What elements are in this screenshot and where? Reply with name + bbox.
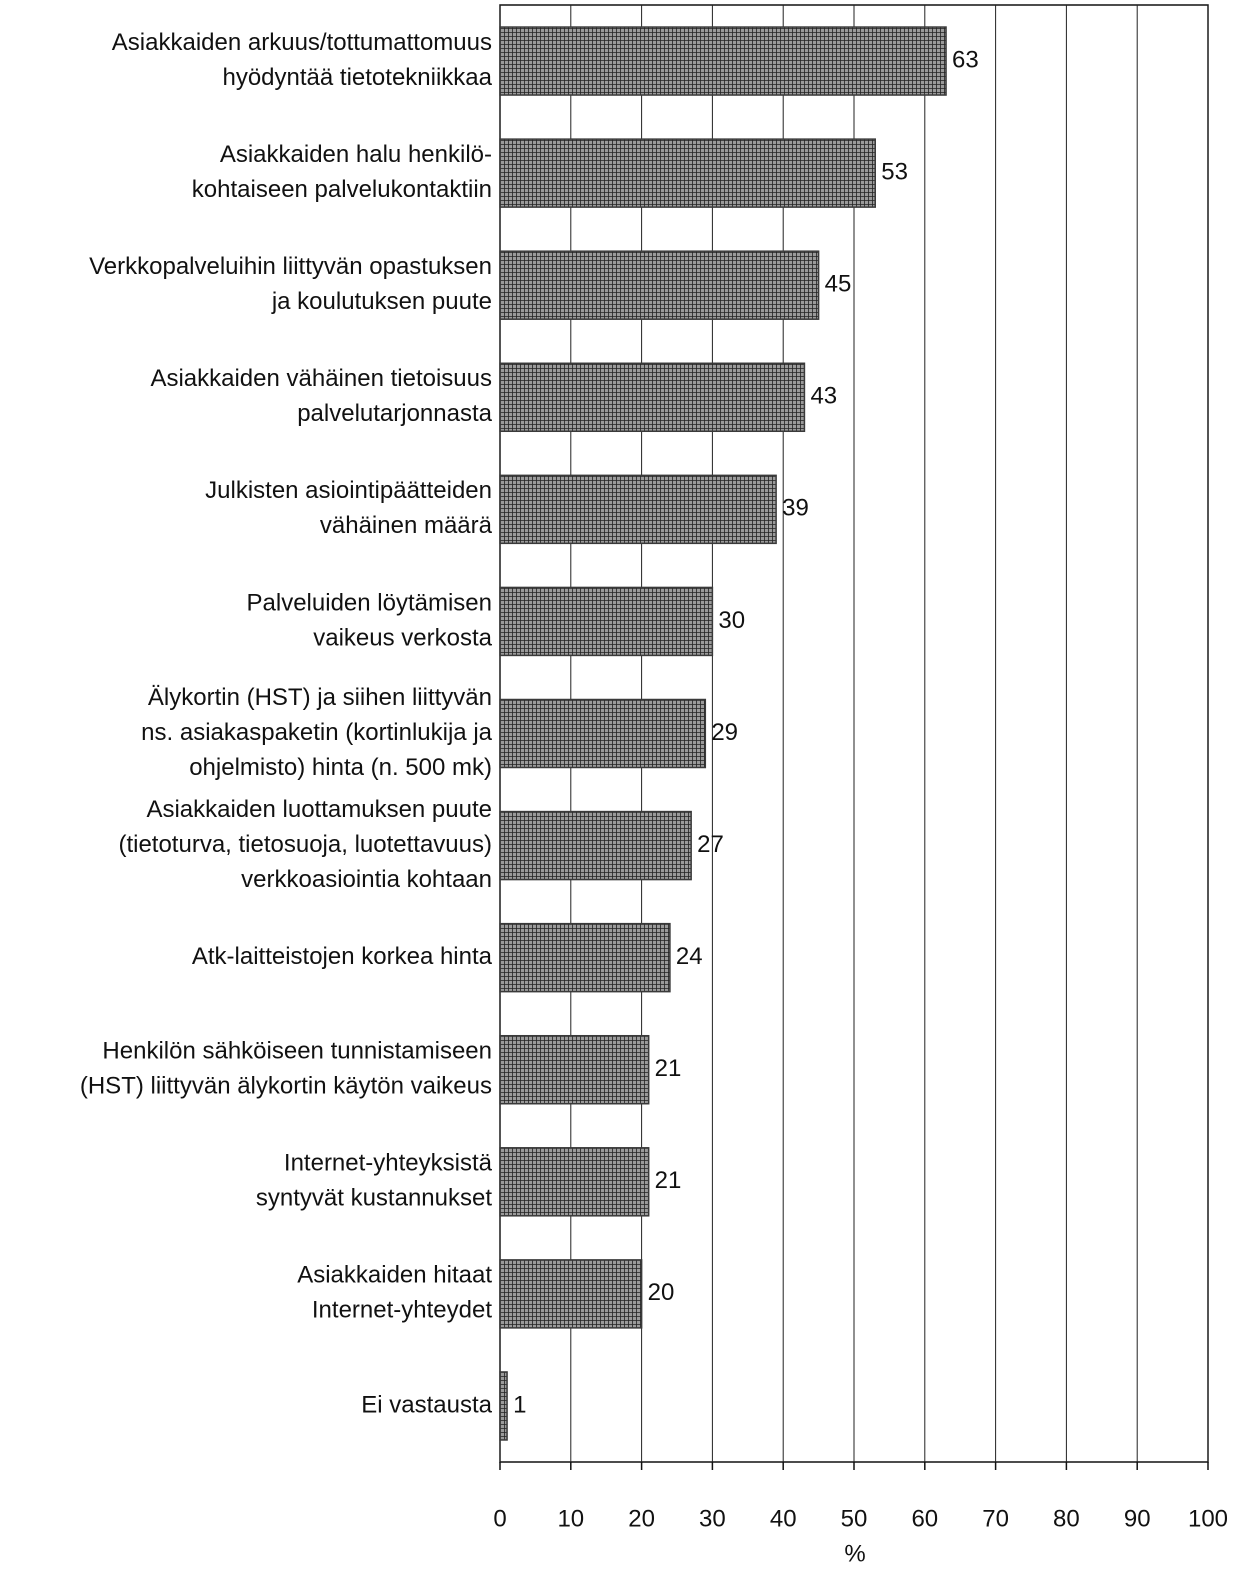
value-label: 63: [952, 46, 979, 73]
y-tick-label: Internet-yhteyksistä: [284, 1150, 493, 1177]
value-label: 21: [655, 1055, 682, 1082]
y-tick-label: Palveluiden löytämisen: [247, 589, 492, 616]
y-tick-label: Asiakkaiden arkuus/tottumattomuus: [112, 29, 492, 56]
y-tick-label: palvelutarjonnasta: [297, 400, 492, 427]
y-tick-label: Asiakkaiden hitaat: [297, 1262, 492, 1289]
bar: [499, 362, 806, 433]
x-tick-label: 20: [628, 1505, 655, 1532]
y-tick-label: Internet-yhteydet: [312, 1297, 492, 1324]
bar: [499, 26, 947, 96]
y-tick-label: Asiakkaiden halu henkilö-: [220, 141, 492, 168]
y-tick-label: Atk-laitteistojen korkea hinta: [192, 943, 493, 970]
value-label: 45: [825, 271, 852, 298]
bar: [499, 250, 820, 320]
value-label: 30: [718, 607, 745, 634]
x-tick-label: 50: [841, 1505, 868, 1532]
x-axis-label: %: [844, 1540, 865, 1567]
value-label: 21: [655, 1167, 682, 1194]
x-tick-label: 70: [982, 1505, 1009, 1532]
value-label: 1: [513, 1391, 526, 1418]
y-tick-label: (HST) liittyvän älykortin käytön vaikeus: [80, 1073, 492, 1100]
y-tick-label: Asiakkaiden vähäinen tietoisuus: [150, 365, 492, 392]
y-tick-label: Asiakkaiden luottamuksen puute: [146, 796, 492, 823]
y-tick-label: (tietoturva, tietosuoja, luotettavuus): [118, 831, 492, 858]
y-tick-label: Verkkopalveluihin liittyvän opastuksen: [89, 253, 492, 280]
bar: [499, 1034, 650, 1105]
bar: [499, 138, 876, 208]
bar: [499, 1259, 643, 1329]
x-tick-label: 0: [493, 1505, 506, 1532]
value-label: 20: [648, 1279, 675, 1306]
value-label: 27: [697, 831, 724, 858]
y-tick-label: ja koulutuksen puute: [271, 288, 492, 315]
y-tick-label: kohtaiseen palvelukontaktiin: [192, 176, 492, 203]
bar: [499, 1371, 508, 1441]
x-tick-label: 60: [911, 1505, 938, 1532]
y-tick-label: Henkilön sähköiseen tunnistamiseen: [102, 1038, 492, 1065]
x-tick-label: 40: [770, 1505, 797, 1532]
bar: [499, 922, 671, 993]
y-tick-label: syntyvät kustannukset: [256, 1185, 492, 1212]
bar: [499, 698, 707, 769]
x-tick-label: 90: [1124, 1505, 1151, 1532]
x-tick-label: 80: [1053, 1505, 1080, 1532]
y-tick-label: Julkisten asiointipäätteiden: [205, 477, 492, 504]
bar: [499, 474, 777, 545]
bar: [499, 586, 714, 657]
y-tick-label: hyödyntää tietotekniikkaa: [222, 64, 492, 91]
bar: [499, 1147, 650, 1217]
y-tick-label: ohjelmisto) hinta (n. 500 mk): [189, 754, 492, 781]
value-label: 24: [676, 943, 703, 970]
x-tick-label: 30: [699, 1505, 726, 1532]
value-label: 43: [810, 383, 837, 410]
value-label: 29: [711, 719, 738, 746]
bar: [499, 810, 692, 881]
y-tick-label: Ei vastausta: [361, 1391, 492, 1418]
y-tick-label: Älykortin (HST) ja siihen liittyvän: [148, 684, 492, 711]
y-tick-label: ns. asiakaspaketin (kortinlukija ja: [141, 719, 492, 746]
y-tick-label: vähäinen määrä: [320, 512, 493, 539]
x-tick-label: 100: [1188, 1505, 1228, 1532]
value-label: 53: [881, 158, 908, 185]
y-tick-label: verkkoasiointia kohtaan: [241, 866, 492, 893]
value-label: 39: [782, 495, 809, 522]
x-tick-label: 10: [557, 1505, 584, 1532]
y-tick-label: vaikeus verkosta: [313, 624, 492, 651]
